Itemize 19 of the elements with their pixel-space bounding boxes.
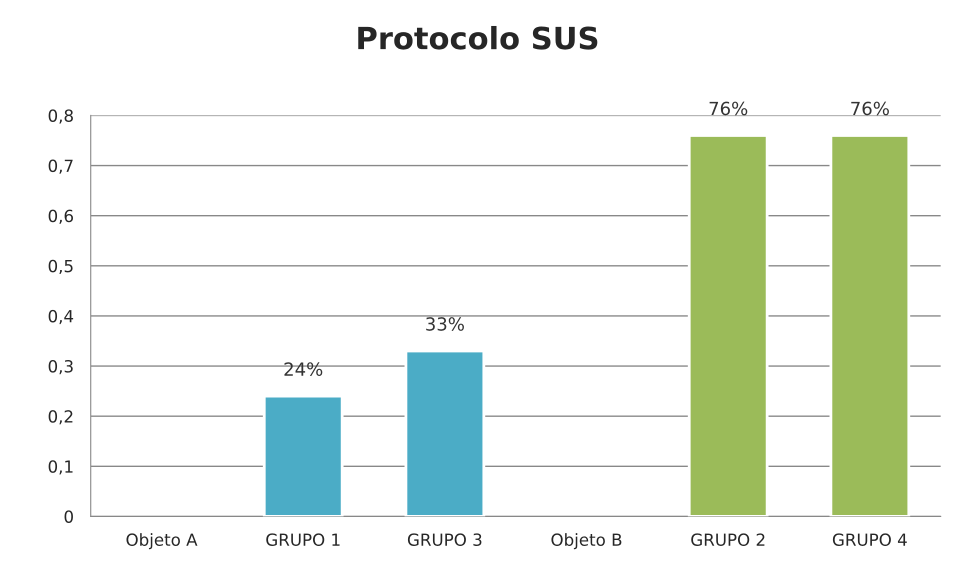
- x-tick-label: Objeto A: [126, 533, 198, 550]
- y-tick-label: 0,6: [48, 210, 74, 224]
- y-tick-label: 0: [64, 510, 73, 523]
- chart-title: Protocolo SUS: [358, 26, 598, 50]
- x-tick-label: Objeto B: [551, 533, 622, 550]
- y-tick-label: 0,1: [48, 460, 73, 475]
- y-tick-label: 0,2: [48, 410, 72, 424]
- data-label: 76%: [851, 102, 889, 116]
- x-tick-label: GRUPO 1: [266, 533, 340, 546]
- data-label: 76%: [710, 102, 748, 116]
- y-tick-label: 0,4: [48, 310, 74, 324]
- data-label: 33%: [426, 317, 464, 331]
- y-tick-label: 0,5: [48, 260, 73, 274]
- y-tick-label: 0,7: [48, 159, 73, 174]
- x-tick-label: GRUPO 2: [691, 533, 764, 546]
- x-tick-label: GRUPO 3: [408, 533, 482, 546]
- y-tick-label: 0,8: [48, 109, 73, 124]
- x-tick-label: GRUPO 4: [832, 533, 907, 546]
- y-tick-label: 0,3: [48, 360, 73, 374]
